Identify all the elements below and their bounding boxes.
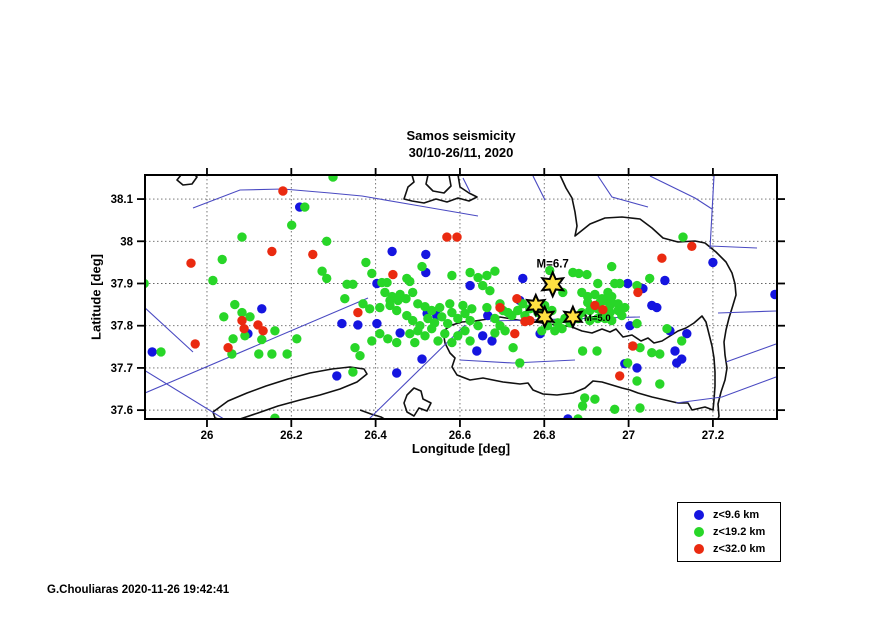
svg-text:26.6: 26.6 [449, 430, 471, 442]
fault-line [725, 343, 777, 363]
legend: z<9.6 km z<19.2 km z<32.0 km [677, 502, 781, 562]
chart-title-line1: Samos seismicity [406, 128, 516, 143]
svg-text:26.4: 26.4 [364, 430, 387, 442]
y-axis-label: Latitude [deg] [88, 254, 104, 340]
green-circle-icon [694, 526, 704, 537]
svg-text:37.9: 37.9 [111, 278, 133, 290]
fault-line [145, 307, 194, 353]
svg-text:27.2: 27.2 [702, 430, 724, 442]
fault-line [459, 359, 576, 364]
epicenter-labels: M=6.7 M=5.0 [537, 258, 611, 324]
epicenter-star [562, 304, 584, 330]
coastline-path [176, 175, 198, 186]
legend-label: z<32.0 km [713, 542, 766, 555]
fault-line [709, 175, 715, 250]
legend-item-mid: z<19.2 km [678, 523, 780, 540]
fault-line [145, 297, 369, 394]
axis-tick-labels: 26 26.2 26.4 26.6 26.8 27 27.2 37.6 37.7 37.8 37.9… [111, 194, 725, 442]
fault-line [649, 175, 713, 210]
coastline-path [403, 387, 432, 417]
credit-text: G.Chouliaras 2020-11-26 19:42:41 [47, 584, 230, 596]
axis-ticks [137, 168, 785, 427]
fault-line [675, 376, 777, 404]
coastline-path [212, 366, 368, 419]
svg-text:27: 27 [622, 430, 635, 442]
fault-line [145, 369, 225, 419]
fault-line [709, 245, 758, 249]
epicenter-star [533, 304, 556, 330]
legend-item-shallow: z<9.6 km [678, 506, 780, 523]
fault-line [532, 175, 546, 201]
svg-text:26.2: 26.2 [280, 430, 302, 442]
svg-text:26: 26 [201, 430, 214, 442]
legend-label: z<9.6 km [713, 508, 760, 521]
coastline-path [559, 175, 737, 419]
svg-text:M=6.7: M=6.7 [537, 258, 569, 270]
fault-line [717, 310, 777, 314]
coastline-path [359, 409, 387, 419]
svg-text:37.6: 37.6 [111, 405, 133, 417]
coastline-path [403, 175, 478, 204]
chart-title: Samos seismicity 30/10-26/11, 2020 [145, 127, 777, 161]
red-circle-icon [694, 543, 704, 554]
fault-lines [145, 175, 777, 419]
coastline-path [442, 315, 716, 411]
chart-title-line2: 30/10-26/11, 2020 [408, 145, 514, 160]
gridlines [145, 175, 777, 419]
legend-item-deep: z<32.0 km [678, 540, 780, 557]
epicenter-star [540, 269, 566, 299]
epicenter-star [525, 292, 547, 318]
fault-line [462, 177, 471, 193]
svg-text:37.7: 37.7 [111, 363, 133, 375]
x-axis-label: Longitude [deg] [411, 441, 511, 456]
svg-text:38: 38 [120, 236, 133, 248]
plot-border [144, 174, 778, 420]
svg-text:26.8: 26.8 [533, 430, 556, 442]
svg-text:37.8: 37.8 [111, 321, 134, 333]
fault-line [597, 175, 649, 208]
blue-circle-icon [694, 509, 704, 520]
fault-line [192, 188, 479, 217]
epicenter-stars [525, 269, 584, 330]
svg-text:38.1: 38.1 [111, 194, 134, 206]
svg-text:M=5.0: M=5.0 [584, 313, 611, 324]
coastlines [176, 175, 737, 419]
scatter-points [145, 175, 777, 419]
legend-label: z<19.2 km [713, 525, 766, 538]
